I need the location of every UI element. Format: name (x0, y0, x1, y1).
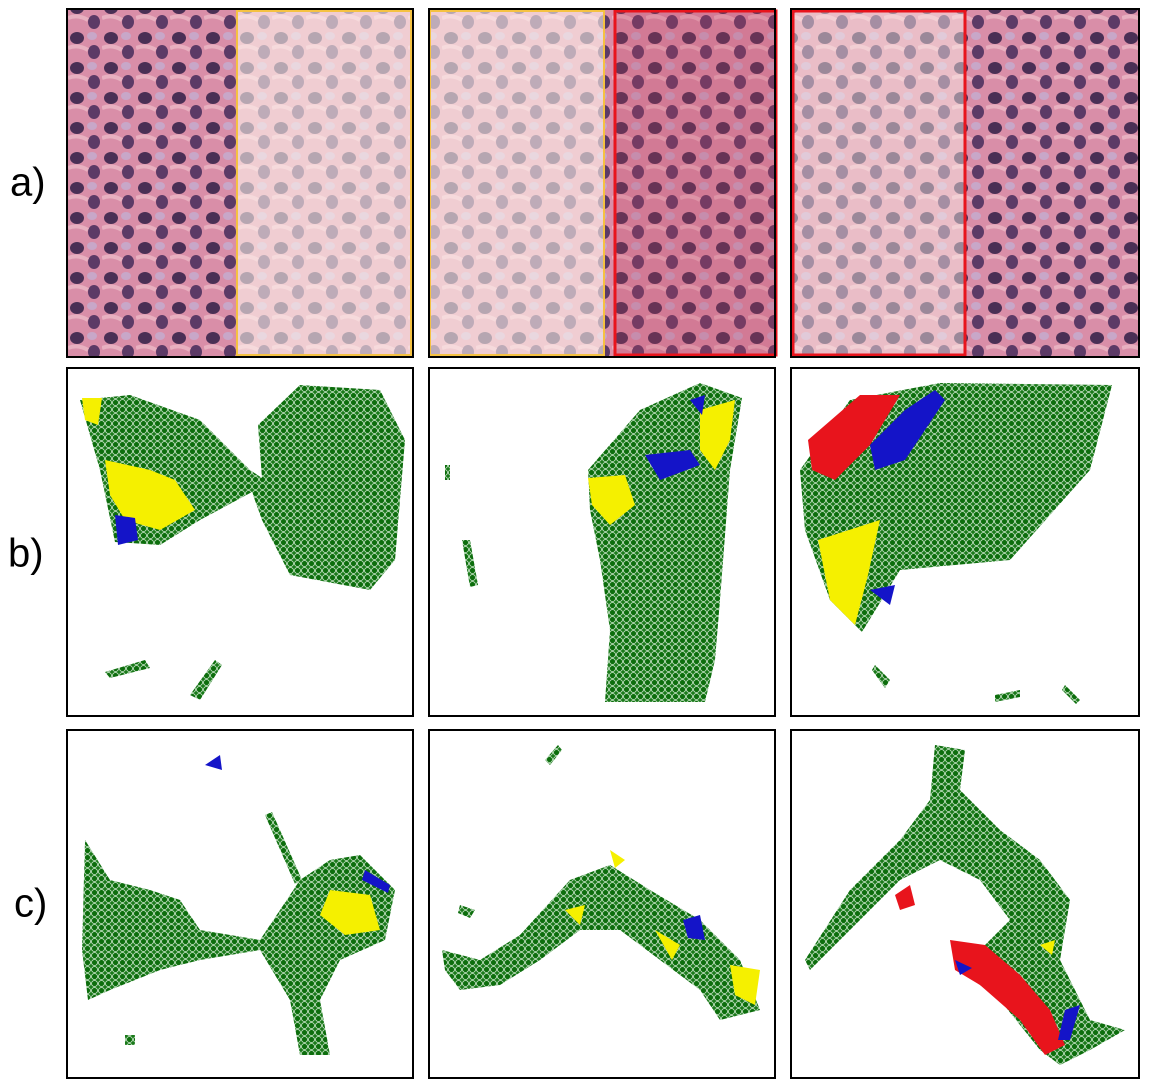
cluster-map-row (66, 729, 1140, 1079)
row-label: c) (14, 882, 47, 926)
cluster-map-row (66, 367, 1140, 717)
row-label: a) (10, 161, 46, 205)
histology-row (66, 8, 1140, 358)
row-label: b) (8, 532, 44, 576)
